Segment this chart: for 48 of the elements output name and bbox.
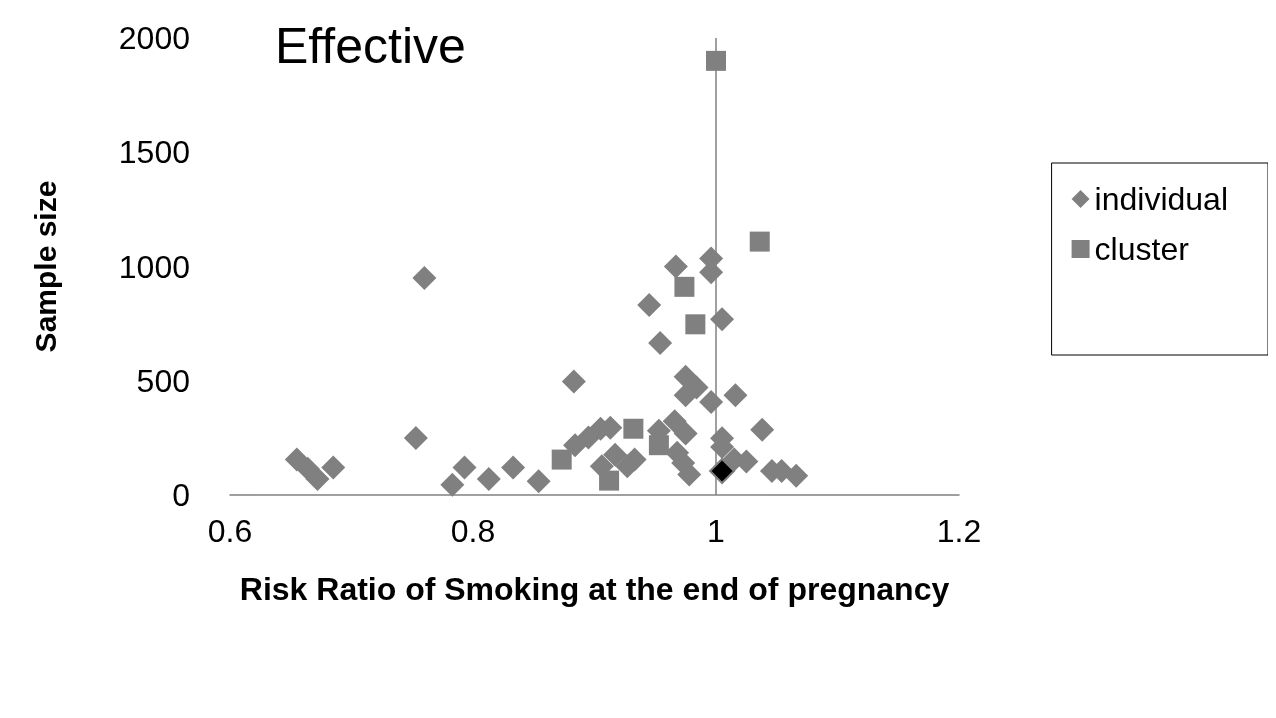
point <box>403 425 428 450</box>
chart-title: Effective <box>275 18 466 74</box>
point <box>551 449 572 470</box>
legend-label: individual <box>1094 181 1228 217</box>
point <box>648 435 669 456</box>
point <box>723 383 748 408</box>
y-tick-label: 1000 <box>118 248 190 285</box>
point <box>501 455 526 480</box>
point <box>749 231 770 252</box>
x-axis-title: Risk Ratio of Smoking at the end of pregnancy <box>239 571 950 607</box>
point <box>305 467 330 492</box>
x-tick-label: 0.6 <box>207 513 253 549</box>
point <box>563 433 588 458</box>
y-tick-label: 500 <box>136 362 190 399</box>
point <box>603 442 628 467</box>
y-tick-label: 2000 <box>118 20 190 56</box>
x-tick-label: 1.2 <box>936 513 982 549</box>
point <box>599 470 620 491</box>
point <box>637 292 662 317</box>
y-tick-label: 0 <box>172 477 190 513</box>
point <box>710 307 735 332</box>
point <box>685 314 706 335</box>
point <box>321 455 346 480</box>
point <box>673 421 698 446</box>
point <box>706 50 726 71</box>
point <box>412 265 437 290</box>
y-axis-title: Sample size <box>28 180 62 353</box>
point <box>526 469 551 494</box>
point <box>674 276 695 297</box>
point <box>476 467 501 492</box>
point <box>452 455 477 480</box>
y-tick-label: 1500 <box>118 134 190 171</box>
point <box>662 409 687 434</box>
point <box>673 383 698 408</box>
point <box>615 454 640 479</box>
point <box>623 418 644 439</box>
point <box>709 458 736 485</box>
point <box>699 390 724 414</box>
point <box>663 254 688 279</box>
point <box>648 331 673 356</box>
x-tick-label: 0.8 <box>450 513 496 549</box>
legend-label: cluster <box>1094 231 1190 267</box>
point <box>561 369 586 394</box>
point <box>440 472 465 497</box>
point <box>784 463 809 488</box>
x-tick-label: 1 <box>707 513 725 549</box>
point <box>750 417 775 442</box>
point <box>677 462 702 487</box>
